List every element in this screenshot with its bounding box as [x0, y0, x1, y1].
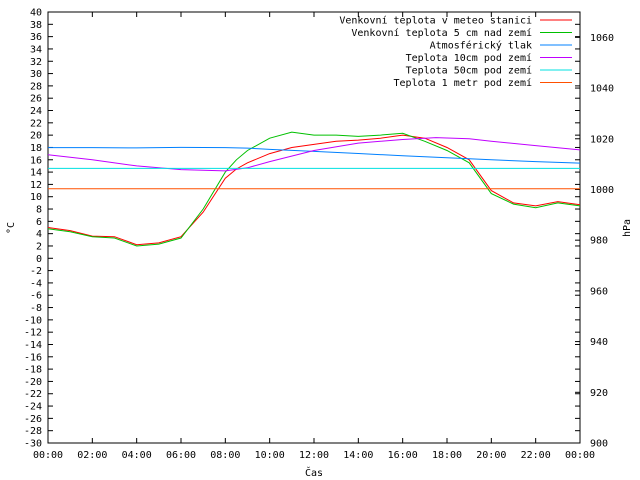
y-tick-label: -18 — [24, 365, 42, 376]
y-tick-label: 36 — [30, 32, 42, 43]
y-tick-label: 32 — [30, 57, 42, 68]
y2-tick-label: 960 — [590, 286, 608, 297]
y-tick-label: 40 — [30, 8, 42, 19]
y-tick-label: -2 — [30, 266, 42, 277]
chart-axes: 4038363432302826242220181614121086420-2-… — [24, 8, 614, 462]
y-tick-label: 34 — [30, 44, 42, 55]
y-tick-label: -10 — [24, 315, 42, 326]
y-tick-label: -26 — [24, 414, 42, 425]
y-axis-label: °C — [6, 222, 17, 234]
y2-axis-label: hPa — [622, 219, 633, 237]
y2-tick-label: 1060 — [590, 33, 614, 44]
y-tick-label: 24 — [30, 106, 42, 117]
y-tick-label: -16 — [24, 352, 42, 363]
y-tick-label: -30 — [24, 439, 42, 450]
y-tick-label: 2 — [36, 241, 42, 252]
y2-tick-label: 900 — [590, 439, 608, 450]
x-tick-label: 16:00 — [388, 450, 418, 461]
chart-series — [47, 131, 581, 247]
y-tick-label: 16 — [30, 155, 42, 166]
y-tick-label: -8 — [30, 303, 42, 314]
x-tick-label: 08:00 — [210, 450, 240, 461]
legend-label-3: Atmosférický tlak — [430, 40, 532, 52]
y-tick-label: -28 — [24, 426, 42, 437]
x-tick-label: 22:00 — [521, 450, 551, 461]
x-axis-label: Čas — [305, 466, 323, 479]
x-tick-label: 10:00 — [255, 450, 285, 461]
y-tick-label: -6 — [30, 291, 42, 302]
y-tick-label: 8 — [36, 205, 42, 216]
y-tick-label: 38 — [30, 20, 42, 31]
y2-tick-label: 1040 — [590, 84, 614, 95]
plot-frame — [47, 11, 581, 444]
series-line-4 — [47, 137, 581, 172]
y-tick-label: -22 — [24, 389, 42, 400]
legend-label-5: Teplota 50cm pod zemí — [406, 65, 532, 77]
y-tick-label: -12 — [24, 328, 42, 339]
x-tick-label: 02:00 — [77, 450, 107, 461]
y-tick-label: 4 — [36, 229, 42, 240]
x-tick-label: 00:00 — [33, 450, 63, 461]
y2-tick-label: 1000 — [590, 185, 614, 196]
x-tick-label: 18:00 — [432, 450, 462, 461]
y-tick-label: 30 — [30, 69, 42, 80]
y2-tick-label: 920 — [590, 388, 608, 399]
legend-label-2: Venkovní teplota 5 cm nad zemí — [351, 27, 532, 39]
x-tick-label: 12:00 — [299, 450, 329, 461]
y-tick-label: 20 — [30, 131, 42, 142]
legend-label-4: Teplota 10cm pod zemí — [406, 52, 532, 64]
y-tick-label: -20 — [24, 377, 42, 388]
x-tick-label: 14:00 — [343, 450, 373, 461]
x-tick-label: 20:00 — [476, 450, 506, 461]
series-line-3 — [48, 146, 581, 164]
y-tick-label: 0 — [36, 254, 42, 265]
y2-tick-label: 1020 — [590, 134, 614, 145]
legend-label-6: Teplota 1 metr pod zemí — [394, 77, 532, 89]
x-tick-label: 00:00 — [565, 450, 595, 461]
y-tick-label: -14 — [24, 340, 42, 351]
y-tick-label: 18 — [30, 143, 42, 154]
y-tick-label: 12 — [30, 180, 42, 191]
legend-label-1: Venkovní teplota v meteo stanici — [339, 15, 532, 27]
y-tick-label: 6 — [36, 217, 42, 228]
series-line-1 — [47, 134, 581, 246]
y-tick-label: 26 — [30, 94, 42, 105]
x-tick-label: 04:00 — [122, 450, 152, 461]
y2-tick-label: 980 — [590, 236, 608, 247]
y-tick-label: 28 — [30, 81, 42, 92]
y-tick-label: 10 — [30, 192, 42, 203]
y-tick-label: 14 — [30, 168, 42, 179]
x-tick-label: 06:00 — [166, 450, 196, 461]
y-tick-label: -4 — [30, 278, 42, 289]
y-tick-label: -24 — [24, 402, 42, 413]
chart-legend: Venkovní teplota v meteo staniciVenkovní… — [339, 15, 572, 89]
y-tick-label: 22 — [30, 118, 42, 129]
y2-tick-label: 940 — [590, 337, 608, 348]
